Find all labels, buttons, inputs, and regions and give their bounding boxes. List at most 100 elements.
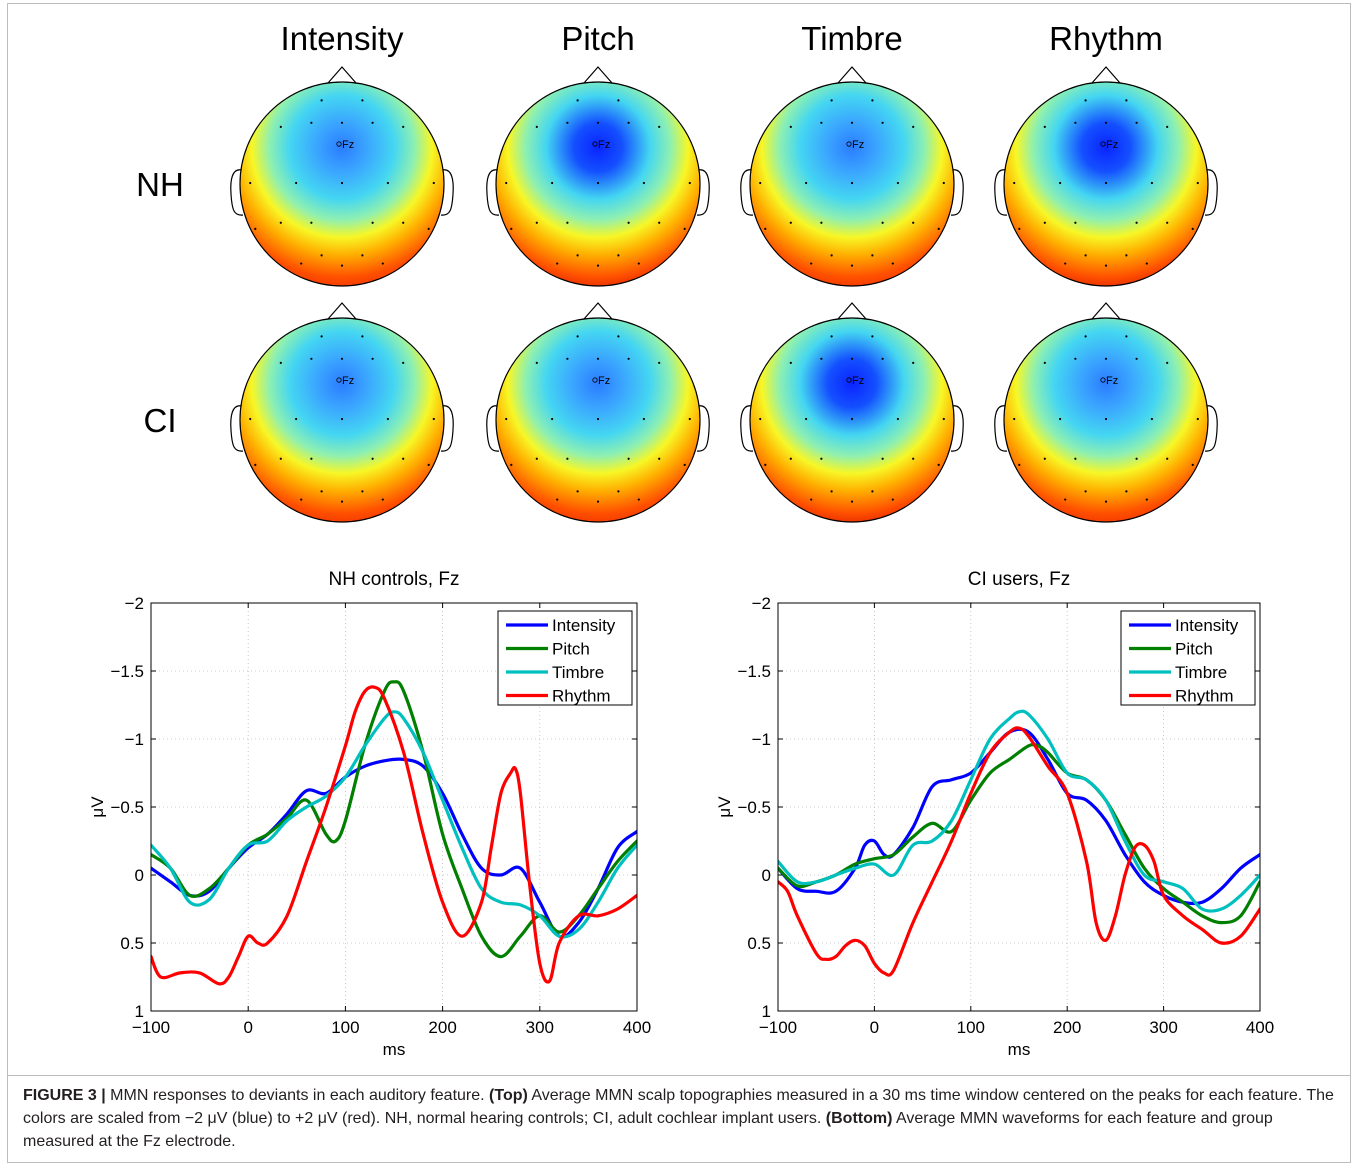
electrode-dot: [1125, 99, 1128, 102]
electrode-dot: [871, 254, 874, 257]
electrode-dot: [1084, 335, 1087, 338]
electrode-dot: [1135, 221, 1138, 224]
electrode-dot: [658, 221, 661, 224]
topomap: Fz: [994, 302, 1218, 523]
electrode-dot: [596, 357, 600, 360]
electrode-dot: [830, 335, 833, 338]
electrode-dot: [295, 181, 298, 185]
right-ear-icon: [696, 169, 710, 216]
fz-electrode-label: Fz: [598, 375, 610, 387]
electrode-dot: [551, 181, 554, 185]
nose-icon: [837, 66, 867, 84]
electrode-dot: [320, 254, 323, 257]
electrode-dot: [1166, 125, 1169, 128]
electrode-dot: [340, 121, 344, 124]
electrode-dot: [427, 227, 430, 230]
electrode-dot: [310, 457, 313, 460]
nose-icon: [583, 66, 613, 84]
electrode-dot: [1104, 500, 1108, 503]
right-ear-icon: [950, 169, 964, 216]
electrode-dot: [381, 498, 384, 501]
legend-label: Intensity: [1175, 616, 1239, 635]
series-line: [778, 742, 1260, 925]
topomap: Fz: [486, 302, 710, 523]
x-tick-label: 400: [1246, 1018, 1274, 1037]
electrode-dot: [1150, 417, 1153, 421]
electrode-dot: [1135, 121, 1138, 124]
electrode-dot: [254, 463, 257, 466]
right-ear-icon: [1204, 405, 1218, 452]
x-tick-label: 0: [243, 1018, 252, 1037]
electrode-dot: [432, 181, 435, 185]
waveform-chart: −100 0 100 200 300 400 −2 −1.5 −1 −0.5 0 0.5 1 NH con…: [88, 569, 651, 1059]
electrode-dot: [820, 221, 823, 224]
electrode-dot: [688, 417, 691, 421]
electrode-dot: [1084, 254, 1087, 257]
electrode-dot: [505, 417, 508, 421]
electrode-dot: [371, 221, 374, 224]
electrode-dot: [1074, 121, 1077, 124]
electrode-dot: [279, 125, 282, 128]
fz-electrode-label: Fz: [342, 375, 354, 387]
x-axis-label: ms: [383, 1040, 406, 1059]
electrode-dot: [1125, 490, 1128, 493]
electrode-dot: [1104, 264, 1108, 267]
electrode-dot: [432, 417, 435, 421]
electrode-dot: [535, 221, 538, 224]
electrode-dot: [912, 457, 915, 460]
legend-label: Rhythm: [1175, 687, 1234, 706]
electrode-dot: [912, 125, 915, 128]
electrode-dot: [850, 417, 854, 421]
electrode-dot: [937, 463, 940, 466]
electrode-dot: [617, 335, 620, 338]
y-tick-label: 0.5: [120, 934, 144, 953]
electrode-dot: [764, 227, 767, 230]
y-tick-label: −0.5: [737, 798, 771, 817]
electrode-dot: [402, 125, 405, 128]
electrode-dot: [912, 221, 915, 224]
electrode-dot: [295, 417, 298, 421]
electrode-dot: [764, 463, 767, 466]
fz-electrode-dot: [846, 141, 852, 147]
figure-frame: [7, 3, 1351, 1163]
left-ear-icon: [994, 169, 1008, 216]
electrode-dot: [310, 121, 313, 124]
electrode-dot: [617, 99, 620, 102]
electrode-dot: [505, 181, 508, 185]
electrode-dot: [566, 121, 569, 124]
electrode-dot: [1043, 457, 1046, 460]
electrode-dot: [1018, 463, 1021, 466]
plot-border: [777, 602, 1261, 1012]
series-group: [778, 709, 1260, 977]
electrode-dot: [371, 121, 374, 124]
topomap-row-label: CI: [144, 402, 177, 439]
electrode-dot: [820, 457, 823, 460]
electrode-dot: [1074, 457, 1077, 460]
electrode-dot: [1018, 227, 1021, 230]
topomap-column-title: Rhythm: [1049, 20, 1163, 57]
electrode-dot: [1074, 221, 1077, 224]
y-tick-label: 1: [135, 1002, 144, 1021]
electrode-dot: [566, 457, 569, 460]
electrode-dot: [596, 417, 600, 421]
electrode-dot: [566, 221, 569, 224]
nose-icon: [837, 302, 867, 320]
y-tick-label: −1: [125, 730, 144, 749]
figure-caption: FIGURE 3 | MMN responses to deviants in …: [23, 1084, 1335, 1153]
electrode-dot: [642, 181, 646, 185]
electrode-dot: [576, 99, 579, 102]
fz-electrode-dot: [846, 377, 852, 383]
electrode-dot: [386, 417, 389, 421]
nose-icon: [1091, 66, 1121, 84]
electrode-dot: [300, 498, 303, 501]
topomap-row-label: NH: [136, 166, 184, 203]
legend-label: Timbre: [552, 663, 604, 682]
electrode-dot: [402, 361, 405, 364]
left-ear-icon: [994, 405, 1008, 452]
fz-electrode-label: Fz: [1106, 139, 1118, 151]
electrode-dot: [627, 221, 630, 224]
electrode-dot: [340, 264, 344, 267]
electrode-dot: [810, 498, 813, 501]
electrode-dot: [402, 457, 405, 460]
electrode-dot: [1104, 357, 1108, 360]
